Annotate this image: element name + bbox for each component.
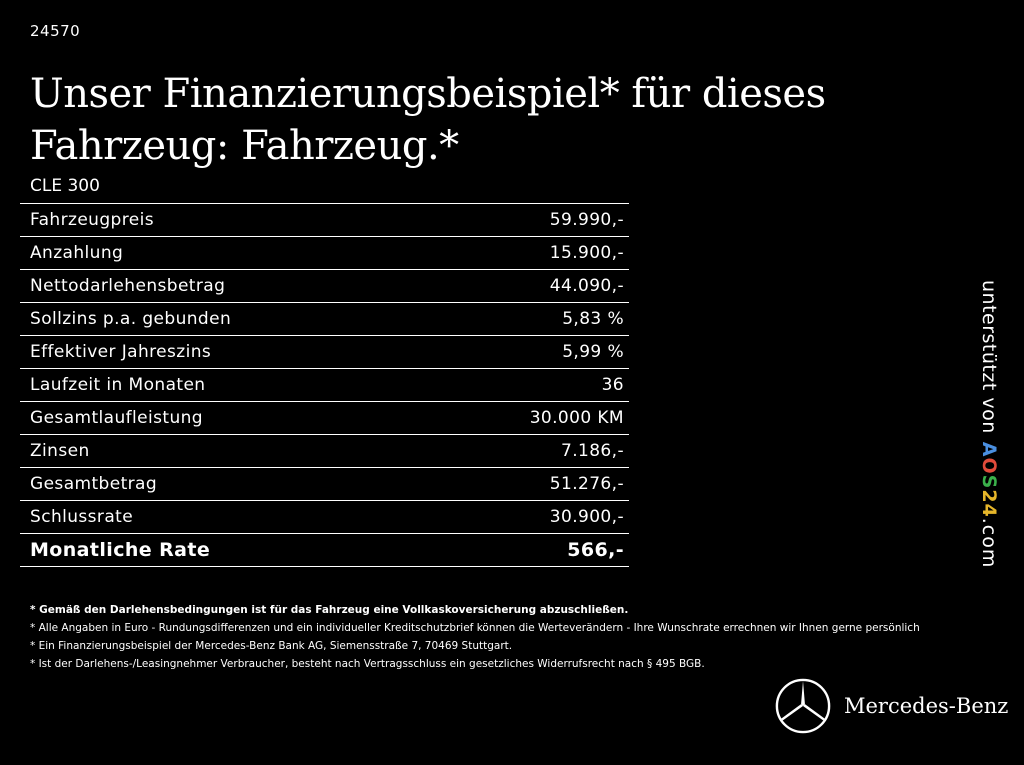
row-label: Nettodarlehensbetrag xyxy=(30,276,226,296)
brand-name: Mercedes-Benz xyxy=(844,694,1009,718)
table-row: Effektiver Jahreszins 5,99 % xyxy=(20,336,629,369)
table-row: Anzahlung 15.900,- xyxy=(20,237,629,270)
row-value: 51.276,- xyxy=(549,474,624,494)
table-row: Fahrzeugpreis 59.990,- xyxy=(20,204,629,237)
footnote: * Ein Finanzierungsbeispiel der Mercedes… xyxy=(30,640,513,652)
table-row: Sollzins p.a. gebunden 5,83 % xyxy=(20,303,629,336)
monthly-rate-row: Monatliche Rate 566,- xyxy=(20,534,629,567)
footnote: * Ist der Darlehens-/Leasingnehmer Verbr… xyxy=(30,658,705,670)
row-label: Anzahlung xyxy=(30,243,124,263)
row-value: 59.990,- xyxy=(549,210,624,230)
row-label: Gesamtlaufleistung xyxy=(30,408,203,428)
row-label: Laufzeit in Monaten xyxy=(30,375,206,395)
supported-by-text: unterstützt von xyxy=(978,280,1000,434)
row-value: 5,83 % xyxy=(562,309,624,329)
table-row: Zinsen 7.186,- xyxy=(20,435,629,468)
aos24-logo-part: A xyxy=(978,441,1000,458)
aos24-logo: AOS24.com xyxy=(978,442,1000,569)
row-value: 44.090,- xyxy=(549,276,624,296)
table-row: Gesamtlaufleistung 30.000 KM xyxy=(20,402,629,435)
row-value: 36 xyxy=(601,375,624,395)
row-label: Effektiver Jahreszins xyxy=(30,342,212,362)
reference-number: 24570 xyxy=(30,22,81,40)
footnote: * Gemäß den Darlehensbedingungen ist für… xyxy=(30,604,629,616)
supported-by-banner: unterstützt von AOS24.com xyxy=(978,280,1000,568)
row-label: Gesamtbetrag xyxy=(30,474,158,494)
aos24-logo-part: 24 xyxy=(978,489,1000,518)
table-row: Schlussrate 30.900,- xyxy=(20,501,629,534)
table-row: Nettodarlehensbetrag 44.090,- xyxy=(20,270,629,303)
monthly-rate-label: Monatliche Rate xyxy=(30,539,211,561)
row-label: Zinsen xyxy=(30,441,90,461)
row-value: 5,99 % xyxy=(562,342,624,362)
financing-table: Fahrzeugpreis 59.990,- Anzahlung 15.900,… xyxy=(20,203,629,567)
footnote: * Alle Angaben in Euro - Rundungsdiffere… xyxy=(30,622,920,634)
vehicle-model: CLE 300 xyxy=(30,176,100,196)
table-row: Laufzeit in Monaten 36 xyxy=(20,369,629,402)
aos24-logo-part: O xyxy=(978,457,1000,475)
row-value: 30.900,- xyxy=(549,507,624,527)
aos24-logo-part: S xyxy=(978,474,1000,490)
brand: Mercedes-Benz xyxy=(774,677,1008,735)
row-label: Schlussrate xyxy=(30,507,134,527)
footnotes: * Gemäß den Darlehensbedingungen ist für… xyxy=(30,601,1000,673)
page-title: Unser Finanzierungsbeispiel* für dieses … xyxy=(30,71,826,169)
aos24-logo-suffix: .com xyxy=(978,517,1000,569)
mercedes-star-icon xyxy=(775,678,831,734)
row-value: 30.000 KM xyxy=(529,408,624,428)
row-label: Fahrzeugpreis xyxy=(30,210,154,230)
table-row: Gesamtbetrag 51.276,- xyxy=(20,468,629,501)
row-label: Sollzins p.a. gebunden xyxy=(30,309,232,329)
row-value: 7.186,- xyxy=(560,441,624,461)
monthly-rate-value: 566,- xyxy=(567,539,624,561)
row-value: 15.900,- xyxy=(549,243,624,263)
